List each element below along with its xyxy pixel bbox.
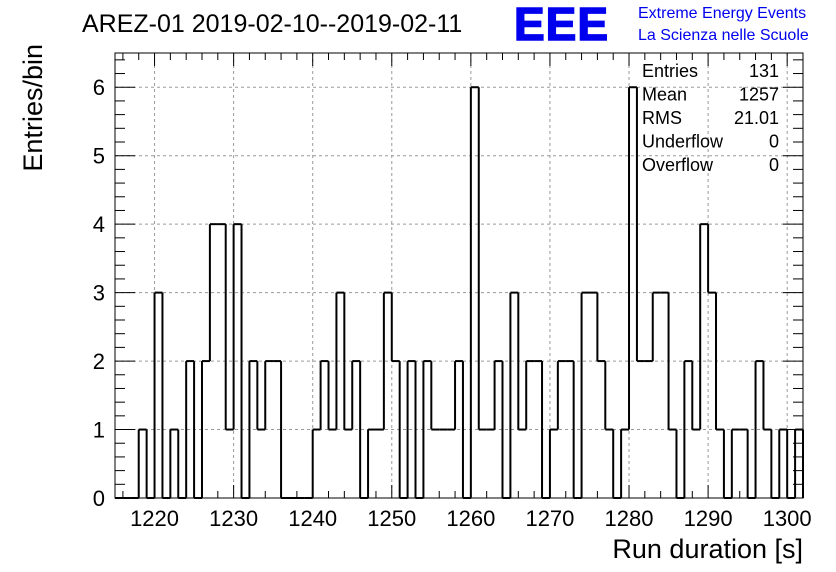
stats-label: Overflow [642, 155, 714, 175]
logo: EEE Extreme Energy Events La Scienza nel… [513, 0, 809, 51]
x-tick-label: 1270 [525, 506, 574, 531]
stats-value: 21.01 [734, 108, 779, 128]
logo-line-1: Extreme Energy Events [638, 5, 806, 22]
x-tick-label: 1260 [446, 506, 495, 531]
x-tick-label: 1280 [605, 506, 654, 531]
stats-label: Underflow [642, 132, 724, 152]
x-axis-label: Run duration [s] [612, 534, 803, 564]
y-tick-label: 3 [93, 281, 105, 306]
y-tick-label: 4 [93, 212, 105, 237]
x-tick-label: 1300 [763, 506, 812, 531]
x-tick-label: 1240 [288, 506, 337, 531]
x-tick-label: 1250 [367, 506, 416, 531]
x-tick-label: 1230 [209, 506, 258, 531]
axis-ticks [115, 53, 804, 499]
logo-line-2: La Scienza nelle Scuole [638, 27, 809, 44]
y-tick-label: 1 [93, 418, 105, 443]
x-tick-label: 1290 [684, 506, 733, 531]
stats-label: Mean [642, 85, 687, 105]
tick-labels: 1220 1230 1240 1250 1260 1270 1280 1290 13000123… [93, 75, 812, 531]
y-tick-label: 5 [93, 144, 105, 169]
stats-box: Entries 131 Mean 1257 RMS 21.01 Underflow 0 Over… [642, 61, 779, 175]
stats-value: 0 [769, 155, 779, 175]
x-tick-label: 1220 [130, 506, 179, 531]
y-tick-label: 0 [93, 486, 105, 511]
stats-value: 0 [769, 132, 779, 152]
y-tick-label: 2 [93, 349, 105, 374]
stats-label: Entries [642, 61, 698, 81]
plot-frame [114, 52, 804, 499]
stats-value: 131 [749, 61, 779, 81]
stats-label: RMS [642, 108, 682, 128]
y-axis-label: Entries/bin [18, 44, 48, 172]
y-tick-label: 6 [93, 75, 105, 100]
chart-title: AREZ-01 2019-02-10--2019-02-11 [82, 10, 462, 38]
histogram-series [115, 86, 804, 499]
stats-value: 1257 [739, 85, 779, 105]
logo-mark: EEE [514, 0, 609, 50]
